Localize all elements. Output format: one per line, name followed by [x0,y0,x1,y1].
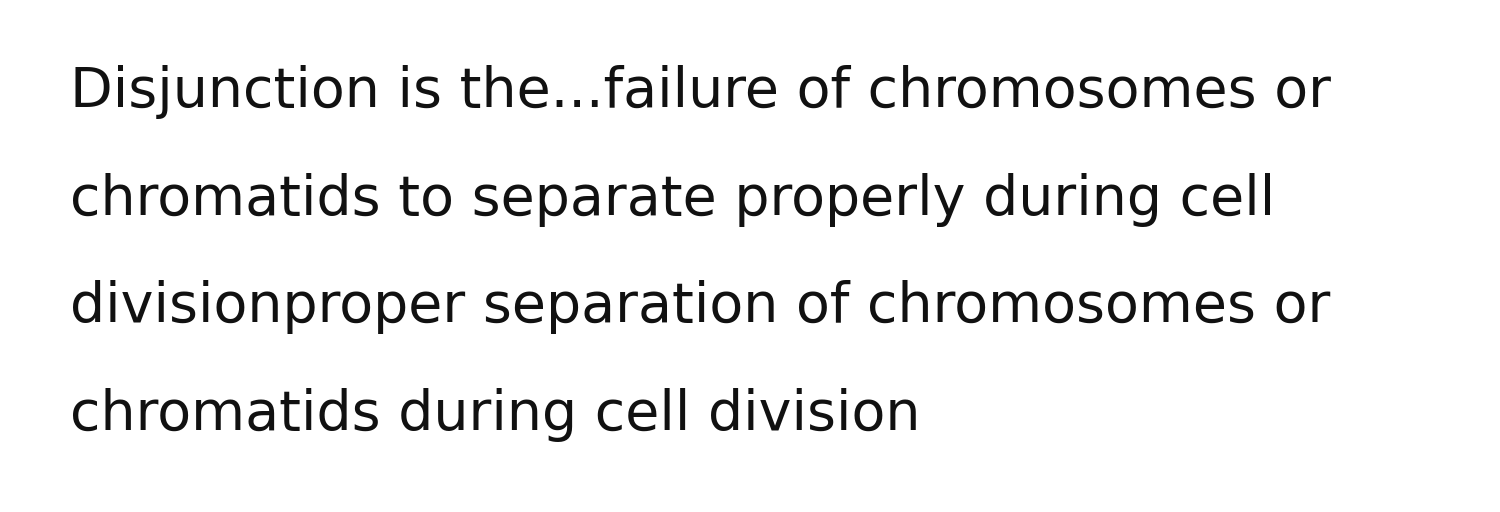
Text: chromatids during cell division: chromatids during cell division [70,388,921,442]
Text: chromatids to separate properly during cell: chromatids to separate properly during c… [70,173,1275,227]
Text: divisionproper separation of chromosomes or: divisionproper separation of chromosomes… [70,280,1330,334]
Text: Disjunction is the...failure of chromosomes or: Disjunction is the...failure of chromoso… [70,65,1332,119]
